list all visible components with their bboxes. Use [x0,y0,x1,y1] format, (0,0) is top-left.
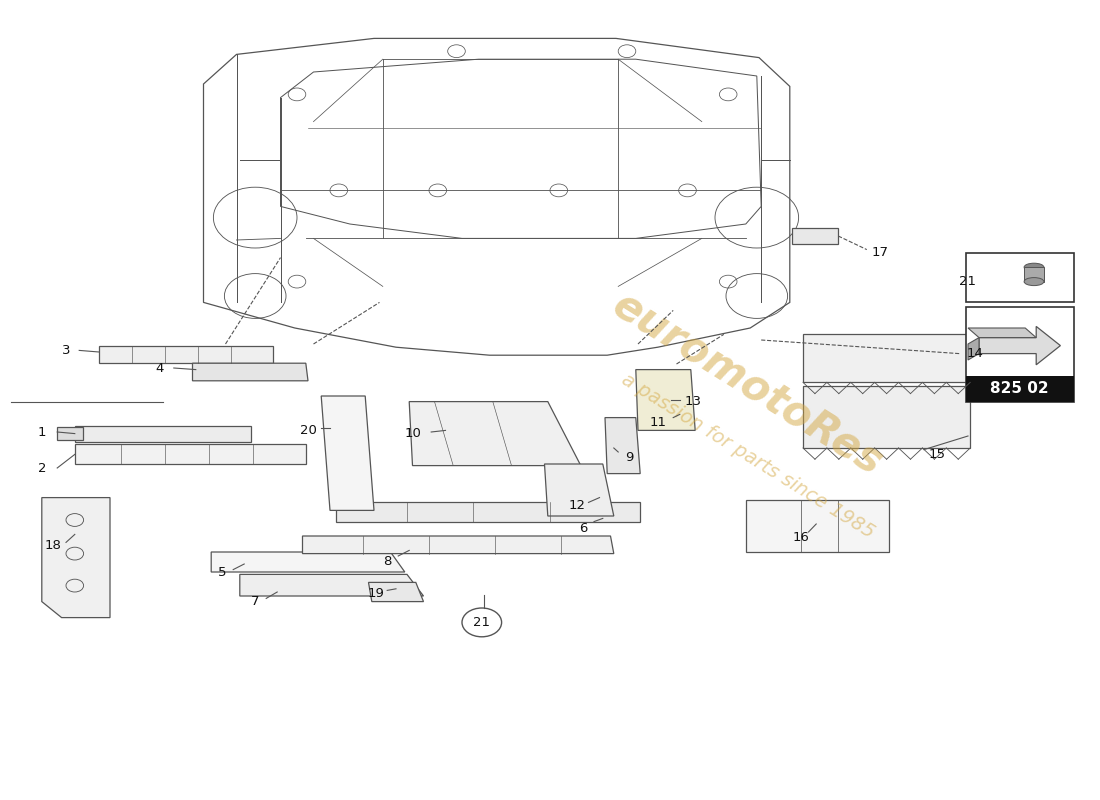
Text: 21: 21 [959,275,977,288]
Polygon shape [99,346,273,363]
Text: 13: 13 [684,395,702,408]
Text: 3: 3 [62,344,70,357]
Text: a passion for parts since 1985: a passion for parts since 1985 [618,370,878,542]
Text: 20: 20 [299,424,317,437]
FancyBboxPatch shape [966,253,1074,302]
Polygon shape [240,574,424,596]
Polygon shape [544,464,614,516]
Text: 825 02: 825 02 [990,382,1049,396]
Polygon shape [792,228,838,244]
Text: 18: 18 [44,539,62,552]
Text: 17: 17 [871,246,889,258]
Bar [966,376,1074,402]
Text: 1: 1 [37,426,46,438]
Polygon shape [605,418,640,474]
Text: 12: 12 [569,499,586,512]
Polygon shape [75,444,306,464]
Polygon shape [968,328,1036,338]
Text: 21: 21 [473,616,491,629]
Bar [1024,267,1044,282]
Text: 5: 5 [218,566,227,578]
Polygon shape [368,582,424,602]
Polygon shape [321,396,374,510]
Text: 6: 6 [579,522,587,534]
Text: 10: 10 [404,427,421,440]
Polygon shape [409,402,581,466]
Text: 11: 11 [649,416,667,429]
Polygon shape [302,536,614,554]
Polygon shape [746,500,889,552]
Polygon shape [57,427,82,440]
Text: euromotoRes: euromotoRes [605,284,891,484]
Polygon shape [640,398,673,428]
Polygon shape [968,338,979,360]
Polygon shape [192,363,308,381]
Polygon shape [211,552,405,572]
FancyBboxPatch shape [966,307,1074,402]
Ellipse shape [1024,263,1044,271]
Polygon shape [803,386,970,448]
Text: 15: 15 [928,448,946,461]
Polygon shape [42,498,110,618]
Polygon shape [75,426,251,442]
Polygon shape [336,502,640,522]
Text: 8: 8 [383,555,392,568]
Polygon shape [803,334,970,382]
Polygon shape [979,326,1060,365]
Polygon shape [636,370,695,430]
Text: 9: 9 [625,451,634,464]
Ellipse shape [1024,278,1044,286]
Text: 14: 14 [966,347,983,360]
Text: 7: 7 [251,595,260,608]
Text: 4: 4 [155,362,164,374]
Text: 2: 2 [37,462,46,474]
Text: 19: 19 [367,587,385,600]
Text: 16: 16 [792,531,810,544]
